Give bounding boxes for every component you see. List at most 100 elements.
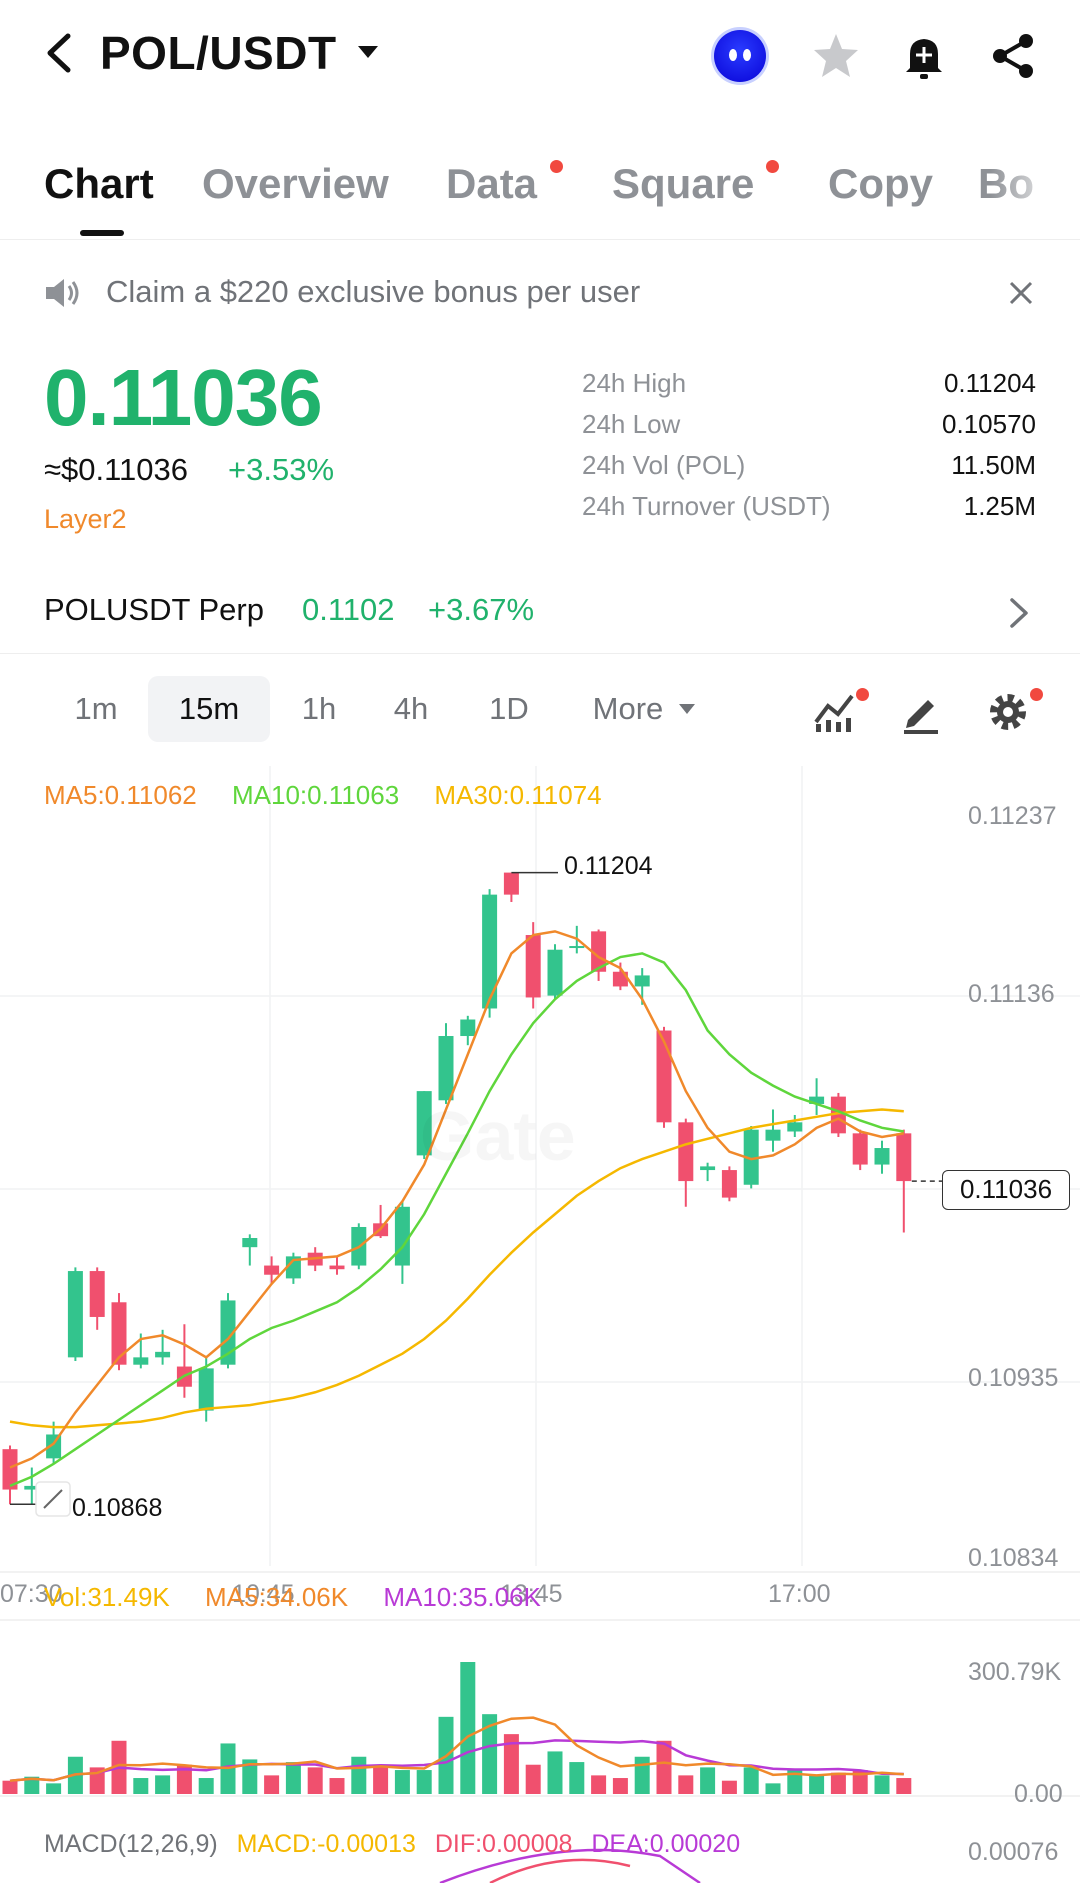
candle-body [809, 1096, 825, 1104]
ma5-label: MA5:0.11062 [44, 780, 197, 810]
vol-ma10-label: MA10:35.06K [383, 1582, 541, 1612]
pair-title[interactable]: POL/USDT [100, 27, 337, 79]
indicator-icon[interactable] [812, 688, 862, 732]
stat-value: 1.25M [963, 491, 1036, 521]
candle-body [67, 1271, 83, 1358]
close-icon[interactable] [1008, 280, 1034, 306]
candle-body [830, 1096, 846, 1134]
interval-15m[interactable]: 15m [148, 676, 270, 742]
draw-pen-icon[interactable] [900, 690, 944, 734]
candle-body [547, 949, 563, 996]
macd-title: MACD(12,26,9) [44, 1830, 218, 1858]
high-price-label: 0.11204 [564, 852, 653, 880]
tab-chart[interactable]: Chart [44, 160, 154, 207]
tab-data-dot [550, 160, 563, 173]
bell-plus-icon[interactable] [894, 26, 954, 86]
candle-body [111, 1302, 127, 1365]
gate-watermark: Gate [420, 1096, 576, 1176]
candle-body [394, 1206, 410, 1266]
vol-ma10-line [9, 1739, 904, 1782]
x-tick-label: 07:30 [0, 1580, 63, 1608]
category-tag[interactable]: Layer2 [44, 504, 127, 534]
candle-body [438, 1036, 454, 1101]
volume-bar [503, 1734, 519, 1794]
interval-1d[interactable]: 1D [489, 691, 529, 726]
candle-body [874, 1148, 890, 1165]
interval-1m[interactable]: 1m [74, 691, 118, 726]
volume-bar [416, 1770, 432, 1794]
perp-name: POLUSDT Perp [44, 592, 264, 627]
candle-body [678, 1122, 694, 1182]
expand-icon [43, 1489, 63, 1509]
volume-bar [394, 1770, 410, 1794]
candle-body [852, 1133, 868, 1165]
star-icon[interactable] [806, 26, 866, 86]
volume-bar [721, 1780, 737, 1794]
volume-bar [46, 1783, 62, 1794]
candle-body [242, 1238, 258, 1248]
candle-body [743, 1129, 759, 1185]
volume-bar [830, 1772, 846, 1794]
volume-bar [264, 1775, 280, 1794]
tab-square-dot [766, 160, 779, 173]
volume-bar [525, 1764, 541, 1794]
interval-4h[interactable]: 4h [393, 691, 429, 726]
volume-bar [133, 1778, 149, 1794]
ma30-line [9, 1108, 904, 1429]
candle-body [896, 1133, 912, 1182]
x-tick-label: 17:00 [768, 1580, 831, 1608]
vol-axis-top: 300.79K [968, 1658, 1062, 1686]
macd-axis-top: 0.00076 [968, 1838, 1059, 1866]
volume-bar [24, 1776, 40, 1794]
stats-panel: 24h High 0.11204 24h Low 0.10570 24h Vol… [582, 368, 1036, 532]
stat-label: 24h Turnover (USDT) [582, 491, 831, 521]
candle-body [700, 1166, 716, 1171]
promo-banner[interactable]: Claim a $220 exclusive bonus per user [0, 268, 1080, 318]
low-price-label: 0.10868 [72, 1494, 163, 1522]
macd-value: MACD:-0.00013 [236, 1830, 416, 1858]
interval-1h[interactable]: 1h [301, 691, 337, 726]
tab-overview[interactable]: Overview [202, 160, 389, 207]
volume-bar [787, 1770, 803, 1794]
ma10-label: MA10:0.11063 [231, 780, 400, 810]
vol-axis-bottom: 0.00 [1014, 1780, 1063, 1808]
volume-bar [765, 1783, 781, 1794]
stat-high: 24h High 0.11204 [582, 368, 1036, 409]
y-tick-label: 0.10834 [968, 1544, 1059, 1572]
chevron-down-icon[interactable] [678, 703, 696, 715]
header: POL/USDT [0, 0, 1080, 110]
candle-body [329, 1265, 345, 1270]
interval-bar: 1m 15m 1h 4h 1D More [0, 676, 1080, 756]
avatar-icon[interactable] [710, 26, 770, 86]
candle-body [220, 1300, 236, 1365]
volume-bar [852, 1770, 868, 1794]
tab-copy[interactable]: Copy [828, 160, 933, 207]
kline-chart[interactable]: Gate MA5:0.11062 MA10:0.11063 MA30:0.110… [0, 766, 1080, 1883]
last-price-tag[interactable]: 0.11036 [942, 1170, 1070, 1210]
candle-body [89, 1271, 105, 1317]
settings-icon[interactable] [986, 690, 1030, 734]
y-tick-label: 0.11237 [968, 802, 1057, 830]
volume-bar [634, 1756, 650, 1794]
macd-dea-line [439, 1848, 701, 1883]
vol-ma5-line [9, 1716, 904, 1782]
candle-body [133, 1357, 149, 1365]
tab-square[interactable]: Square [612, 160, 755, 207]
chevron-down-icon[interactable] [356, 44, 380, 60]
share-icon[interactable] [984, 26, 1044, 86]
tab-bar: Chart Overview Data Square Copy Bo [0, 150, 1080, 240]
perp-row[interactable]: POLUSDT Perp 0.1102 +3.67% [0, 580, 1080, 654]
y-tick-label: 0.10935 [968, 1364, 1059, 1392]
ma10-line [9, 952, 905, 1488]
interval-more[interactable]: More [592, 691, 664, 726]
macd-dif: DIF:0.00008 [434, 1830, 573, 1858]
tab-data[interactable]: Data [446, 160, 538, 207]
candle-body [569, 946, 585, 949]
macd-legend: MACD(12,26,9) MACD:-0.00013 DIF:0.00008 … [44, 1830, 752, 1859]
back-arrow-icon[interactable] [40, 28, 80, 78]
volume-bar [896, 1778, 912, 1794]
volume-bar [612, 1778, 628, 1794]
vol-ma5-label: MA5:34.06K [205, 1582, 349, 1612]
x-tick-label: 13:45 [500, 1580, 563, 1608]
volume-bar [743, 1767, 759, 1794]
